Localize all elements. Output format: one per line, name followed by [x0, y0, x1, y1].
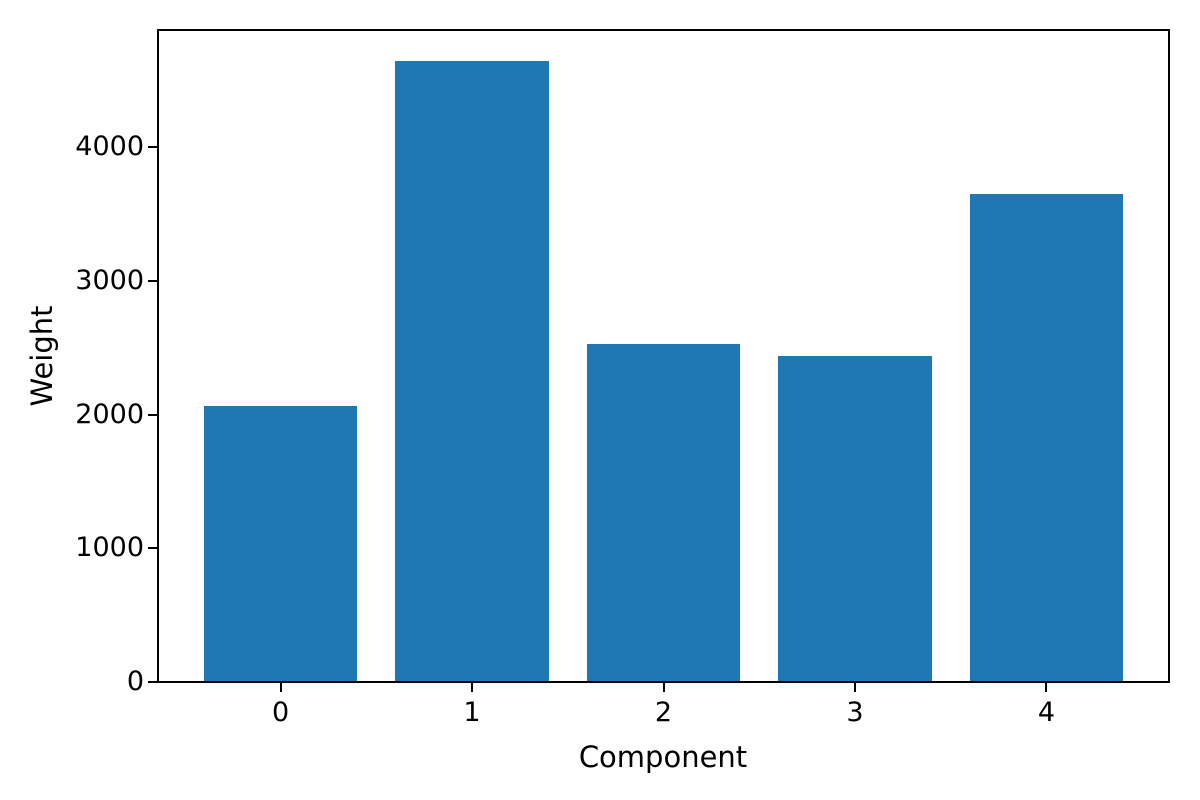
bar-category-3 — [778, 355, 932, 682]
x-tick-label-1: 1 — [463, 697, 481, 728]
y-tick-mark-1000 — [148, 547, 158, 550]
y-tick-label-1000: 1000 — [75, 532, 144, 564]
bar-category-1 — [395, 61, 549, 682]
bar-category-0 — [203, 406, 358, 682]
bar-category-2 — [586, 343, 741, 682]
y-tick-label-3000: 3000 — [75, 264, 144, 296]
y-tick-label-0: 0 — [126, 666, 144, 697]
x-tick-mark-3 — [853, 682, 856, 692]
x-tick-mark-0 — [279, 682, 282, 692]
y-tick-mark-0 — [148, 681, 158, 683]
x-tick-label-2: 2 — [654, 697, 673, 728]
x-tick-label-4: 4 — [1037, 697, 1056, 728]
y-tick-mark-2000 — [148, 413, 158, 416]
y-axis-label: Weight — [25, 305, 59, 407]
x-tick-mark-4 — [1045, 682, 1048, 692]
y-tick-label-2000: 2000 — [75, 398, 144, 430]
x-axis-label: Component — [578, 740, 748, 774]
y-tick-label-4000: 4000 — [75, 131, 144, 163]
bar-category-4 — [969, 193, 1124, 682]
x-tick-mark-2 — [662, 682, 665, 692]
x-tick-label-0: 0 — [271, 697, 290, 728]
x-tick-mark-1 — [471, 682, 474, 692]
y-tick-mark-4000 — [148, 146, 158, 149]
y-tick-mark-3000 — [148, 279, 158, 282]
x-tick-label-3: 3 — [846, 697, 864, 728]
